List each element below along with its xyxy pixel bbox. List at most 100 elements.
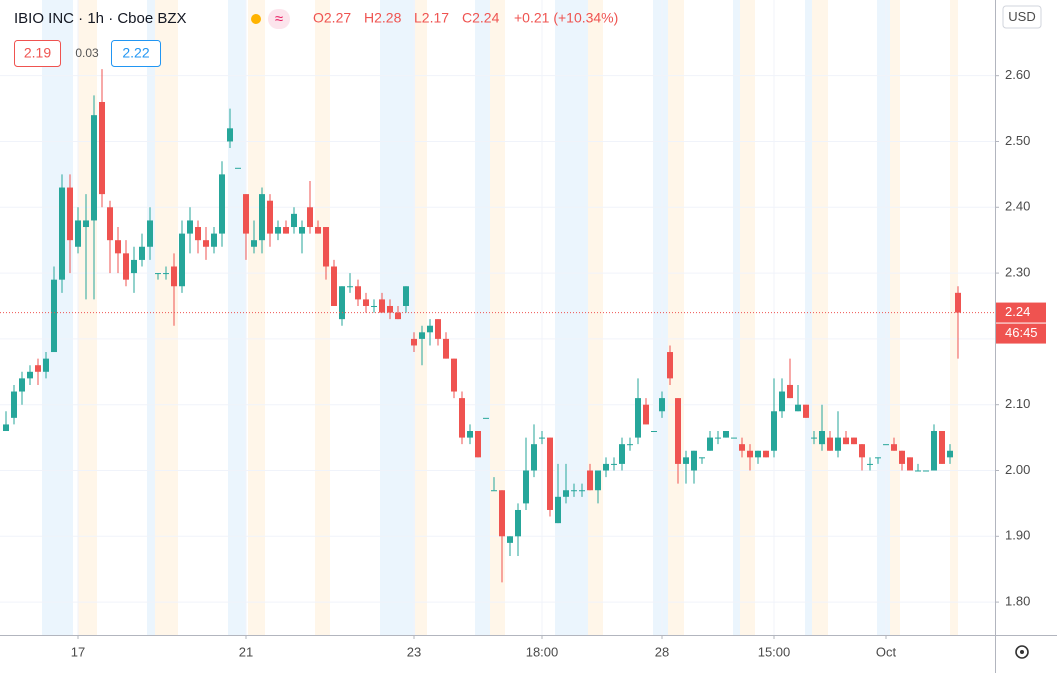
candle-body bbox=[563, 490, 569, 497]
ohlc-low: L2.17 bbox=[414, 10, 449, 26]
x-tick-label: 17 bbox=[71, 644, 85, 659]
candle-body bbox=[675, 398, 681, 464]
y-tick-label: 1.90 bbox=[1005, 528, 1030, 543]
candle-body bbox=[419, 332, 425, 339]
band bbox=[248, 0, 265, 635]
y-tick-label: 2.60 bbox=[1005, 67, 1030, 82]
band bbox=[315, 0, 330, 635]
x-tick-label: 18:00 bbox=[526, 644, 559, 659]
candle-body bbox=[787, 384, 793, 399]
candle-body bbox=[571, 490, 577, 492]
candle-body bbox=[827, 437, 833, 451]
y-tick-label: 2.00 bbox=[1005, 462, 1030, 477]
candle-body bbox=[699, 457, 705, 459]
currency-box[interactable] bbox=[1002, 5, 1042, 29]
band bbox=[740, 0, 755, 635]
candle-body bbox=[643, 404, 649, 425]
band bbox=[147, 0, 155, 635]
candle-body bbox=[363, 299, 369, 306]
candle-body bbox=[659, 398, 665, 412]
y-tick-label: 2.10 bbox=[1005, 396, 1030, 411]
candle-body bbox=[803, 404, 809, 418]
candle-body bbox=[891, 444, 897, 451]
countdown-tag bbox=[996, 323, 1046, 344]
candle-body bbox=[899, 450, 905, 464]
candle-body bbox=[939, 431, 945, 464]
candle-body bbox=[219, 174, 225, 234]
candle-body bbox=[427, 325, 433, 333]
candle-body bbox=[75, 220, 81, 247]
candle-body bbox=[19, 378, 25, 392]
candle-body bbox=[123, 253, 129, 280]
candle-body bbox=[819, 431, 825, 445]
x-tick-label: 28 bbox=[655, 644, 669, 659]
candle-body bbox=[843, 437, 849, 445]
candle-body bbox=[811, 437, 817, 439]
candle-body bbox=[435, 319, 441, 339]
band bbox=[733, 0, 740, 635]
candle-body bbox=[371, 305, 377, 307]
x-tick-label: 21 bbox=[239, 644, 253, 659]
settings-icon[interactable] bbox=[1015, 645, 1029, 659]
candle-body bbox=[99, 101, 105, 195]
band bbox=[155, 0, 178, 635]
candle-body bbox=[763, 450, 769, 458]
currency[interactable]: USD bbox=[1008, 9, 1035, 24]
candle-body bbox=[851, 437, 857, 445]
candle-body bbox=[331, 266, 337, 306]
candles bbox=[0, 69, 995, 583]
candle-body bbox=[667, 352, 673, 379]
candle-body bbox=[627, 444, 633, 446]
candle-body bbox=[195, 227, 201, 241]
candle-body bbox=[531, 444, 537, 471]
band bbox=[475, 0, 490, 635]
candle-body bbox=[227, 128, 233, 142]
ohlc-change: +0.21 (+10.34%) bbox=[514, 10, 618, 26]
candle-body bbox=[139, 246, 145, 260]
candle-body bbox=[51, 279, 57, 353]
band bbox=[805, 0, 812, 635]
market-icons: ≈ bbox=[251, 9, 290, 29]
candle-body bbox=[315, 227, 321, 234]
candle-body bbox=[147, 220, 153, 247]
band bbox=[42, 0, 73, 635]
candle-body bbox=[403, 286, 409, 306]
candle-body bbox=[107, 207, 113, 241]
candle-body bbox=[691, 450, 697, 471]
candle-body bbox=[323, 227, 329, 267]
candle-body bbox=[379, 299, 385, 313]
candle-body bbox=[747, 450, 753, 458]
candle-body bbox=[299, 227, 305, 234]
candle-body bbox=[275, 227, 281, 234]
candle-body bbox=[115, 240, 121, 254]
candle-body bbox=[491, 490, 497, 492]
candle-body bbox=[35, 365, 41, 372]
band bbox=[555, 0, 588, 635]
session-bands bbox=[42, 0, 958, 635]
band bbox=[588, 0, 603, 635]
band bbox=[228, 0, 246, 635]
band bbox=[415, 0, 427, 635]
candle-body bbox=[27, 371, 33, 379]
band bbox=[490, 0, 505, 635]
candle-body bbox=[91, 115, 97, 221]
candle-body bbox=[451, 358, 457, 392]
spread: 0.03 bbox=[75, 46, 99, 60]
candle-body bbox=[507, 536, 513, 543]
ask: 2.22 bbox=[122, 45, 149, 61]
candle-body bbox=[955, 292, 961, 313]
gear-center[interactable] bbox=[1020, 650, 1024, 654]
candle-body bbox=[339, 286, 345, 320]
symbol: IBIO INC · 1h · Cboe BZX bbox=[14, 10, 187, 27]
candle-body bbox=[859, 444, 865, 458]
candle-body bbox=[499, 490, 505, 537]
candle-body bbox=[915, 470, 921, 472]
candle-body bbox=[11, 391, 17, 418]
x-tick-label: Oct bbox=[876, 644, 897, 659]
gear[interactable] bbox=[1015, 645, 1029, 659]
candle-body bbox=[59, 187, 65, 280]
bid-box bbox=[14, 40, 61, 67]
band bbox=[890, 0, 900, 635]
candle-body bbox=[635, 398, 641, 438]
